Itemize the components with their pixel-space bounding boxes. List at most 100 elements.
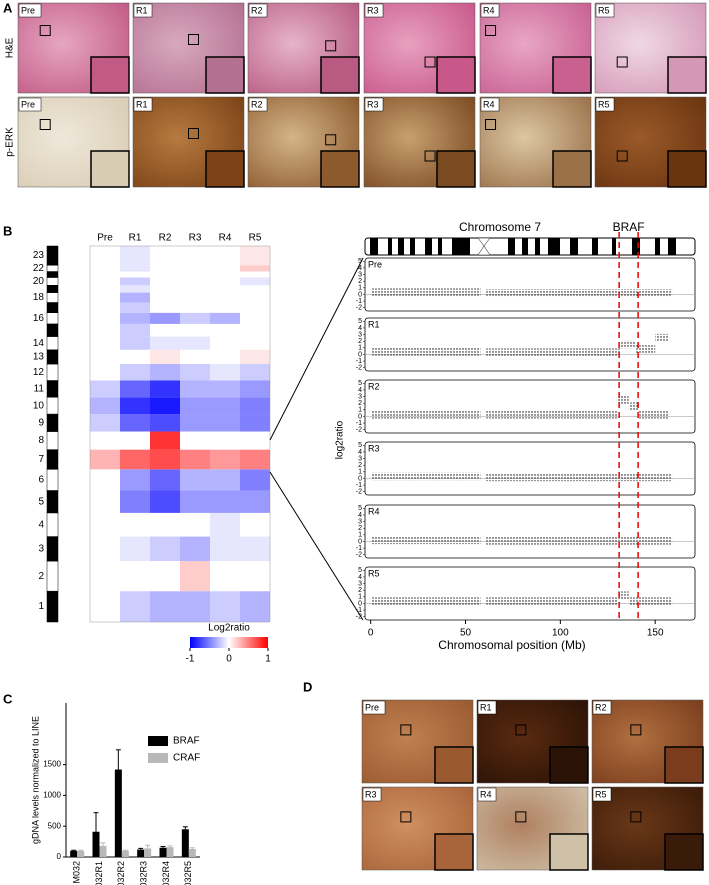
bar	[181, 829, 189, 857]
colorbar-tick-label: 0	[226, 654, 232, 665]
heatmap-cell	[90, 302, 120, 313]
y-tick-label: 0	[358, 351, 362, 358]
copy-number-segment	[655, 333, 669, 342]
heatmap-cell	[210, 349, 240, 365]
inset	[552, 56, 592, 94]
label-bg	[480, 3, 500, 18]
x-tick-label: M032R2	[116, 861, 126, 885]
heatmap-cell	[150, 292, 180, 303]
copy-number-segment	[370, 347, 481, 356]
region-box	[325, 134, 337, 146]
heatmap-cell	[240, 277, 270, 286]
inset	[205, 56, 245, 94]
bar	[77, 850, 85, 857]
heatmap-cell	[150, 591, 180, 622]
chromosome-label: 16	[33, 313, 45, 324]
chromosome-label: 11	[34, 383, 45, 394]
region-box	[39, 25, 51, 36]
heatmap-cell	[210, 397, 240, 415]
heatmap-cell	[210, 431, 240, 450]
y-tick-label: 5	[358, 567, 362, 574]
bar	[166, 847, 174, 857]
region-box	[325, 40, 337, 52]
legend-swatch	[148, 753, 168, 763]
heatmap-cell	[90, 285, 120, 293]
copy-number-segment	[370, 410, 481, 419]
sample-label: R5	[595, 789, 607, 799]
y-tick-label: 1	[358, 594, 362, 601]
heatmap-cell	[90, 277, 120, 286]
ideogram-band	[508, 238, 515, 255]
heatmap-cell	[150, 449, 180, 470]
heatmap-cell	[120, 380, 150, 398]
colorbar-label: Log2ratio	[208, 623, 250, 634]
y-tick-label: 0	[358, 475, 362, 482]
inset	[549, 833, 589, 871]
y-tick-label: 1	[358, 407, 362, 414]
heatmap-cell	[180, 431, 210, 450]
inset	[549, 746, 589, 784]
heatmap-cell	[150, 469, 180, 491]
sample-label: R2	[595, 702, 607, 712]
plot-frame	[364, 441, 696, 496]
region-box	[188, 34, 199, 45]
y-tick-label: 2	[358, 525, 362, 532]
y-tick-label: 3	[358, 271, 362, 278]
y-tick-label: 5	[358, 505, 362, 512]
copy-number-segment	[370, 472, 481, 481]
y-axis-label: log2ratio	[335, 420, 346, 459]
heatmap-cell	[210, 277, 240, 286]
y-tick-label: 2	[358, 462, 362, 469]
inset	[667, 150, 707, 188]
sample-label: R1	[136, 99, 148, 109]
heatmap-cell	[90, 246, 120, 266]
heatmap-cell	[210, 490, 240, 513]
heatmap-cell	[210, 336, 240, 350]
y-tick-label: -1	[356, 358, 362, 365]
chromosome-title: Chromosome 7	[459, 220, 541, 234]
sample-label: Pre	[21, 5, 35, 15]
ideogram-band	[452, 238, 470, 255]
ideogram-band	[612, 238, 616, 255]
heatmap-cell	[120, 431, 150, 450]
ideogram-band	[46, 245, 59, 266]
heatmap-cell	[180, 302, 210, 313]
label-bg	[592, 787, 612, 802]
inset	[205, 150, 245, 188]
ideogram-band	[46, 285, 59, 293]
ideogram-band	[370, 238, 378, 255]
ideogram-band	[46, 277, 59, 286]
heatmap-cell	[180, 397, 210, 415]
sample-label: Pre	[365, 702, 379, 712]
heatmap-cell	[180, 512, 210, 537]
ideogram-band	[46, 380, 59, 398]
region-box	[630, 724, 642, 736]
label-bg	[133, 3, 153, 18]
zoom-line	[269, 257, 364, 441]
heatmap-cell	[210, 469, 240, 491]
label-bg	[362, 700, 386, 715]
heatmap-cell	[90, 380, 120, 398]
heatmap-cell	[180, 591, 210, 622]
y-tick-label: -2	[356, 427, 362, 434]
y-tick-label: 4	[358, 325, 362, 332]
chromosome-label: 1	[38, 601, 44, 612]
y-axis-label: gDNA levels normalized to LINE	[30, 716, 40, 844]
heatmap-cell	[210, 561, 240, 592]
bar	[137, 849, 145, 857]
heatmap-cell	[180, 561, 210, 592]
ideogram-band	[46, 264, 59, 272]
heatmap-cell	[120, 414, 150, 432]
heatmap-cell	[180, 449, 210, 470]
y-tick-label: 1	[358, 469, 362, 476]
y-tick-label: 2	[358, 338, 362, 345]
heatmap-cell	[90, 271, 120, 278]
ideogram-band	[438, 238, 442, 255]
copy-number-segment	[486, 289, 673, 298]
panel-label: B	[3, 223, 12, 238]
panel-label: D	[303, 679, 312, 694]
heatmap-cell	[150, 364, 180, 381]
heatmap-cell	[210, 591, 240, 622]
heatmap-cell	[180, 285, 210, 293]
sample-label: R5	[598, 5, 610, 15]
